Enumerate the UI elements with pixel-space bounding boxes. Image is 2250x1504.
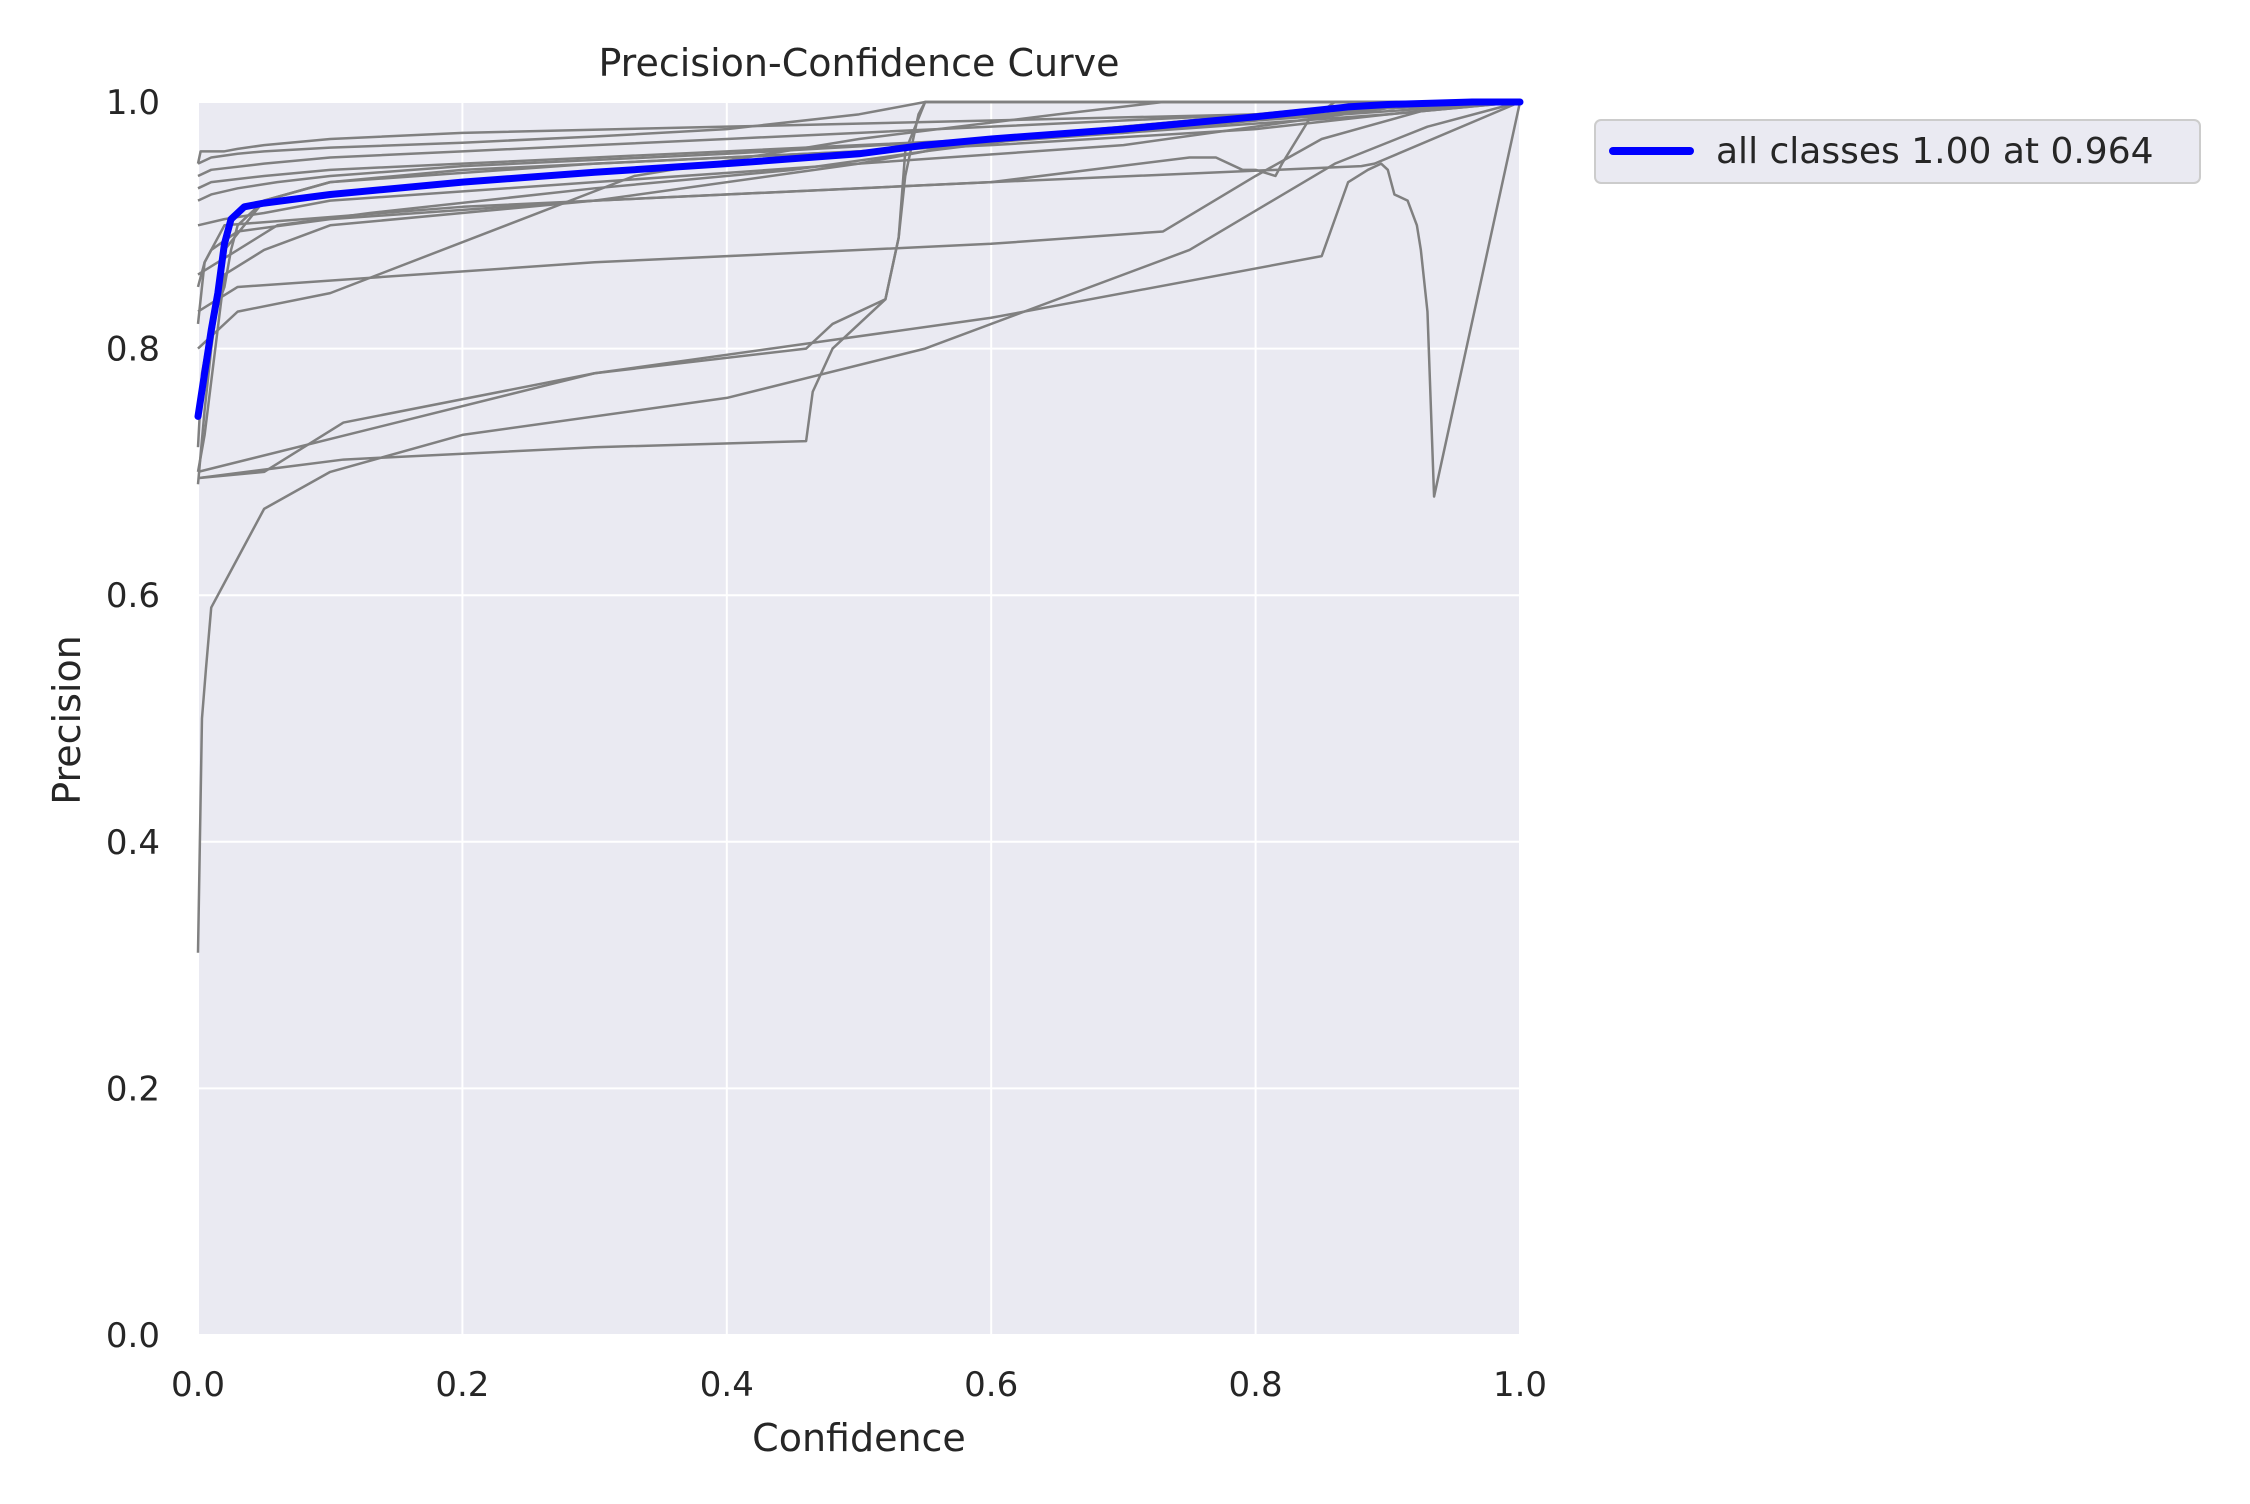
class-curve-9	[197, 100, 1521, 227]
y-axis-label: Precision	[45, 635, 89, 805]
x-axis-label: Confidence	[752, 1416, 966, 1460]
all-classes-curve	[194, 98, 1524, 420]
legend-entry-all-classes: all classes 1.00 at 0.964	[1716, 131, 2154, 172]
x-tick-label: 0.6	[964, 1365, 1018, 1405]
y-tick-label: 0.4	[106, 823, 160, 863]
y-tick-label: 0.0	[106, 1316, 160, 1356]
chart-title: Precision-Confidence Curve	[598, 41, 1119, 85]
x-tick-label: 0.2	[435, 1365, 489, 1405]
class-curve-1	[196, 100, 1521, 953]
class-curve-2	[196, 100, 1521, 164]
grid-lines	[197, 101, 1521, 1336]
class-curve-18	[196, 100, 1521, 288]
x-axis-ticks: 0.0 0.2 0.4 0.6 0.8 1.0	[171, 1365, 1547, 1405]
x-tick-label: 0.0	[171, 1365, 225, 1405]
y-tick-label: 1.0	[106, 83, 160, 123]
x-tick-label: 0.4	[700, 1365, 754, 1405]
plot-area	[198, 102, 1520, 1335]
y-tick-label: 0.8	[106, 330, 160, 370]
class-curve-16	[197, 101, 1522, 498]
y-tick-label: 0.6	[106, 576, 160, 616]
x-tick-label: 1.0	[1493, 1365, 1547, 1405]
class-curve-13	[197, 100, 1520, 313]
y-tick-label: 0.2	[106, 1069, 160, 1109]
x-tick-label: 0.8	[1229, 1365, 1283, 1405]
all-classes-line	[194, 98, 1524, 420]
y-axis-ticks: 0.0 0.2 0.4 0.6 0.8 1.0	[106, 83, 160, 1356]
class-curve-15	[197, 100, 1520, 480]
legend: all classes 1.00 at 0.964	[1594, 119, 2201, 184]
legend-box	[1594, 119, 2201, 184]
